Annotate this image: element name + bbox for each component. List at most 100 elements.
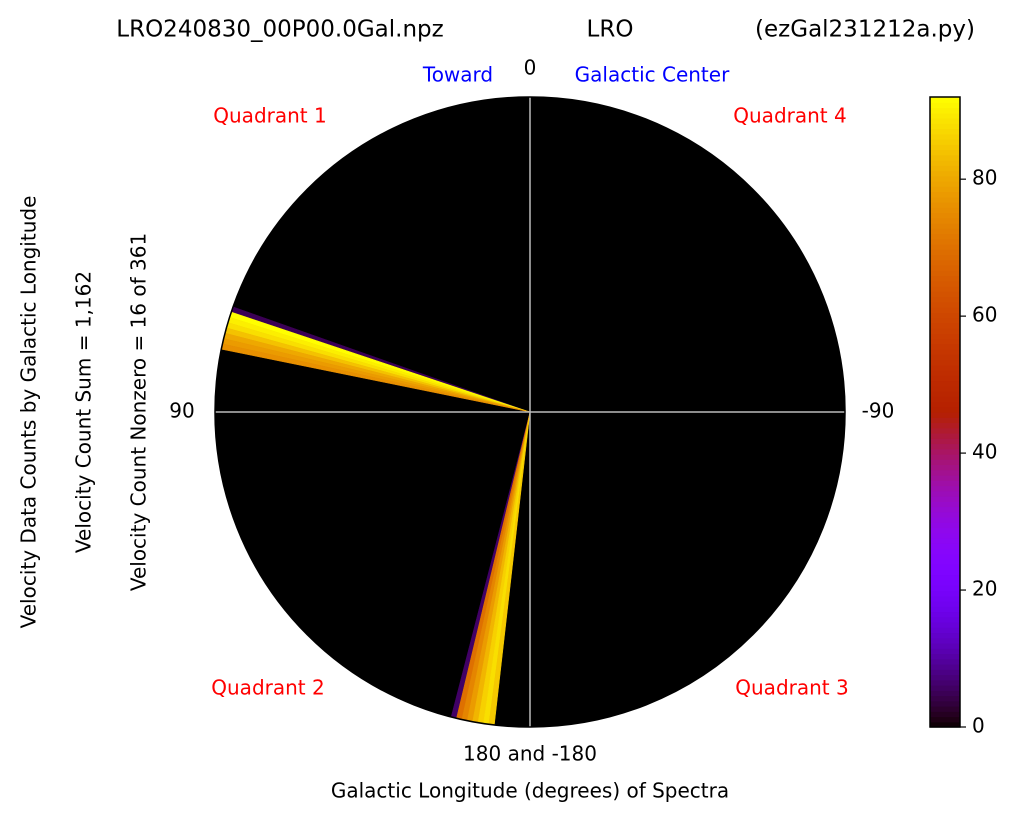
colorbar-cell: [930, 202, 960, 208]
colorbar-cell: [930, 181, 960, 187]
colorbar-cell: [930, 291, 960, 298]
colorbar-cell: [930, 207, 960, 214]
colorbar-cell: [930, 370, 960, 376]
colorbar-cell: [930, 354, 960, 361]
colorbar-cell: [930, 700, 960, 707]
colorbar-cell: [930, 595, 960, 602]
angle-tick-label: 180 and -180: [463, 742, 597, 766]
colorbar-cell: [930, 721, 960, 728]
colorbar-cell: [930, 417, 960, 424]
colorbar-cell: [930, 501, 960, 508]
colorbar-cell: [930, 706, 960, 712]
colorbar-cell: [930, 280, 960, 287]
colorbar-cell: [930, 590, 960, 597]
colorbar-cell: [930, 175, 960, 182]
y-axis-label: Velocity Count Nonzero = 16 of 361: [127, 233, 151, 591]
polar-frame: [214, 96, 846, 728]
colorbar-cell: [930, 627, 960, 634]
colorbar-tick-label: 40: [972, 440, 997, 464]
colorbar-cell: [930, 475, 960, 481]
colorbar-cell: [930, 286, 960, 292]
colorbar-cell: [930, 296, 960, 303]
colorbar-cell: [930, 149, 960, 156]
colorbar-cell: [930, 438, 960, 445]
colorbar-cell: [930, 448, 960, 455]
colorbar-cell: [930, 338, 960, 345]
colorbar-cell: [930, 543, 960, 550]
colorbar-cell: [930, 480, 960, 487]
colorbar-cell: [930, 270, 960, 277]
colorbar-cell: [930, 212, 960, 219]
colorbar-tick-label: 80: [972, 166, 997, 190]
colorbar-cell: [930, 160, 960, 166]
colorbar-cell: [930, 406, 960, 413]
colorbar-cell: [930, 139, 960, 145]
colorbar-cell: [930, 307, 960, 313]
colorbar-cell: [930, 485, 960, 492]
colorbar-cell: [930, 506, 960, 513]
colorbar-cell: [930, 375, 960, 382]
colorbar-cell: [930, 275, 960, 282]
colorbar-cell: [930, 391, 960, 397]
colorbar-cell: [930, 601, 960, 607]
colorbar-cell: [930, 532, 960, 539]
colorbar-cell: [930, 128, 960, 135]
colorbar-cell: [930, 349, 960, 355]
colorbar-cell: [930, 244, 960, 250]
colorbar-cell: [930, 611, 960, 618]
colorbar-cell: [930, 427, 960, 434]
title-center: LRO: [587, 17, 634, 43]
angle-tick-label: 0: [524, 56, 537, 80]
colorbar-cell: [930, 396, 960, 403]
colorbar-cell: [930, 154, 960, 161]
colorbar-cell: [930, 685, 960, 691]
colorbar-cell: [930, 165, 960, 172]
colorbar-cell: [930, 674, 960, 681]
colorbar-cell: [930, 658, 960, 665]
colorbar-cell: [930, 223, 960, 229]
colorbar-cell: [930, 380, 960, 387]
colorbar-cell: [930, 170, 960, 177]
colorbar-cell: [930, 538, 960, 544]
colorbar-cell: [930, 490, 960, 497]
center-label: Galactic Center: [575, 63, 730, 87]
colorbar-cell: [930, 123, 960, 130]
colorbar-cell: [930, 496, 960, 502]
colorbar-cell: [930, 574, 960, 581]
colorbar-cell: [930, 102, 960, 109]
colorbar-cell: [930, 517, 960, 523]
colorbar-cell: [930, 107, 960, 114]
colorbar-cell: [930, 97, 960, 103]
colorbar-tick-label: 0: [972, 714, 985, 738]
colorbar-cell: [930, 548, 960, 555]
toward-label: Toward: [422, 63, 493, 87]
colorbar-cell: [930, 259, 960, 266]
colorbar-cell: [930, 118, 960, 124]
colorbar-cell: [930, 469, 960, 476]
colorbar-cell: [930, 254, 960, 261]
colorbar-cell: [930, 690, 960, 697]
colorbar-cell: [930, 422, 960, 429]
colorbar-cell: [930, 648, 960, 655]
colorbar-tick-label: 60: [972, 303, 997, 327]
colorbar-cell: [930, 301, 960, 308]
colorbar-frame: [929, 96, 961, 728]
colorbar-cell: [930, 454, 960, 460]
colorbar-cell: [930, 186, 960, 193]
colorbar-cell: [930, 464, 960, 471]
colorbar-cell: [930, 233, 960, 240]
colorbar-cell: [930, 364, 960, 371]
colorbar-cell: [930, 643, 960, 649]
colorbar-cell: [930, 112, 960, 119]
title-right: (ezGal231212a.py): [755, 17, 975, 43]
colorbar-cell: [930, 191, 960, 198]
colorbar-cell: [930, 459, 960, 466]
quadrant-label: Quadrant 2: [211, 676, 324, 700]
colorbar-cell: [930, 317, 960, 324]
title-left: LRO240830_00P00.0Gal.npz: [116, 17, 443, 43]
quadrant-label: Quadrant 4: [733, 104, 846, 128]
colorbar-cell: [930, 695, 960, 702]
colorbar-cell: [930, 412, 960, 418]
colorbar-cell: [930, 133, 960, 140]
colorbar-cell: [930, 433, 960, 439]
